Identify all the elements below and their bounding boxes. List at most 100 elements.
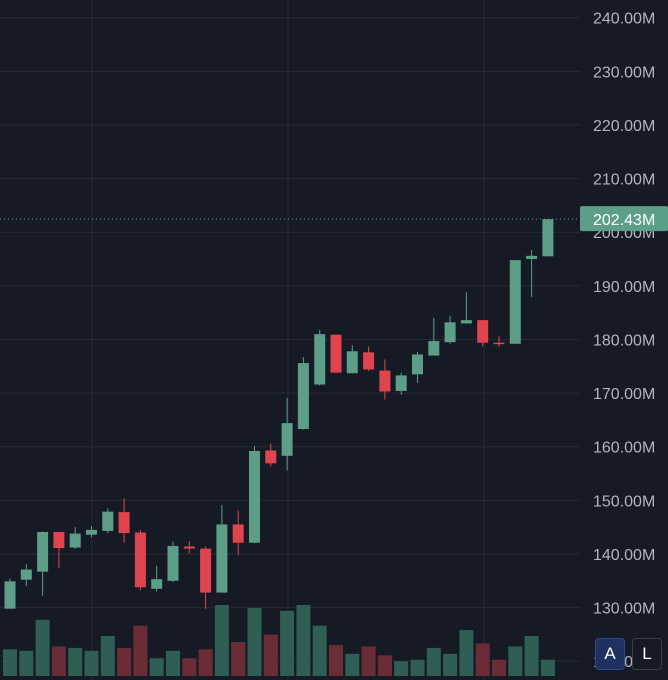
candle[interactable] [428,318,440,356]
candle-body [216,524,228,593]
candle[interactable] [4,578,16,609]
volume-bar [166,650,180,676]
volume-bar [198,649,213,676]
volume-bar [133,625,148,676]
candle[interactable] [379,359,391,400]
volume-bar [214,605,229,676]
volume-bar [312,625,327,676]
candle[interactable] [20,564,32,587]
candle[interactable] [134,529,146,591]
log-scale-button[interactable]: L [632,638,662,670]
volume-bar [443,653,458,676]
candle[interactable] [249,446,260,544]
volume-bar [19,650,34,676]
candle[interactable] [265,443,277,467]
volume-bar [345,653,360,676]
volume-bar [296,605,311,676]
candle[interactable] [526,249,538,298]
price-tick-label: 130.00M [593,601,655,618]
volume-bar [475,643,490,676]
volume-bar [361,646,376,676]
candle[interactable] [102,508,114,534]
candle[interactable] [37,531,49,596]
candle[interactable] [69,527,81,550]
candle-body [509,260,521,344]
volume-bar [329,644,343,676]
price-tick-label: 210.00M [593,172,655,189]
candle[interactable] [86,526,97,538]
candle[interactable] [509,260,521,344]
candle[interactable] [118,498,130,543]
candle-body [167,545,179,581]
candlestick-series[interactable] [4,219,554,609]
candle-body [134,532,146,588]
candle[interactable] [183,541,195,554]
candle-body [281,423,293,456]
candle[interactable] [395,372,407,395]
volume-bar [492,659,506,676]
candle-body [232,524,244,543]
volume-bar [84,650,99,676]
volume-bar [280,610,295,676]
candle-body [428,341,440,356]
candle[interactable] [53,531,65,568]
candle-body [118,512,130,534]
candle-body [200,548,212,593]
volume-bar [394,661,409,676]
last-price-badge [580,206,668,232]
candle[interactable] [363,346,375,372]
candle[interactable] [542,219,554,257]
price-tick-label: 140.00M [593,547,655,564]
volume-bar [35,619,50,676]
candle-body [20,569,32,580]
volume-bar [149,658,164,676]
volume-bar [426,647,441,676]
price-tick-label: 150.00M [593,493,655,510]
candle-body [542,219,554,257]
volume-bar [3,649,17,676]
candle-body [412,354,423,375]
candle[interactable] [314,329,326,386]
candle[interactable] [167,541,179,582]
candle[interactable] [412,351,423,383]
volume-bar [377,655,392,676]
candle[interactable] [346,345,358,374]
price-tick-label: 220.00M [593,118,655,135]
volume-bar [231,641,246,676]
volume-bar [51,646,66,676]
candle-body [314,334,326,385]
candle-body [183,546,195,549]
candle-body [346,351,358,374]
candle[interactable] [493,336,505,347]
price-tick-label: 190.00M [593,279,655,296]
price-tick-label: 160.00M [593,440,655,457]
candle[interactable] [297,357,309,430]
candle[interactable] [460,292,472,324]
candle-body [37,531,49,572]
price-axis[interactable]: 120.00M130.00M140.00M150.00M160.00M170.0… [593,11,655,672]
candle-body [102,511,114,531]
candle[interactable] [151,565,163,592]
candle[interactable] [477,320,489,347]
volume-bar [459,630,474,676]
candle-body [53,531,65,549]
candle[interactable] [232,510,244,556]
price-tick-label: 240.00M [593,11,655,28]
candle[interactable] [281,397,293,471]
grid-lines [0,0,580,680]
auto-scale-button[interactable]: A [595,638,625,670]
price-tick-label: 230.00M [593,64,655,81]
candle[interactable] [444,315,456,344]
price-tick-label: 180.00M [593,332,655,349]
candle[interactable] [216,505,228,593]
candle[interactable] [330,334,342,373]
volume-bar [524,636,539,676]
candle-body [4,581,16,609]
candle[interactable] [200,546,212,609]
candle-body [460,320,472,324]
volume-bars [3,605,555,676]
volume-bar [263,634,278,676]
volume-bar [68,647,83,676]
candle-body [330,334,342,373]
